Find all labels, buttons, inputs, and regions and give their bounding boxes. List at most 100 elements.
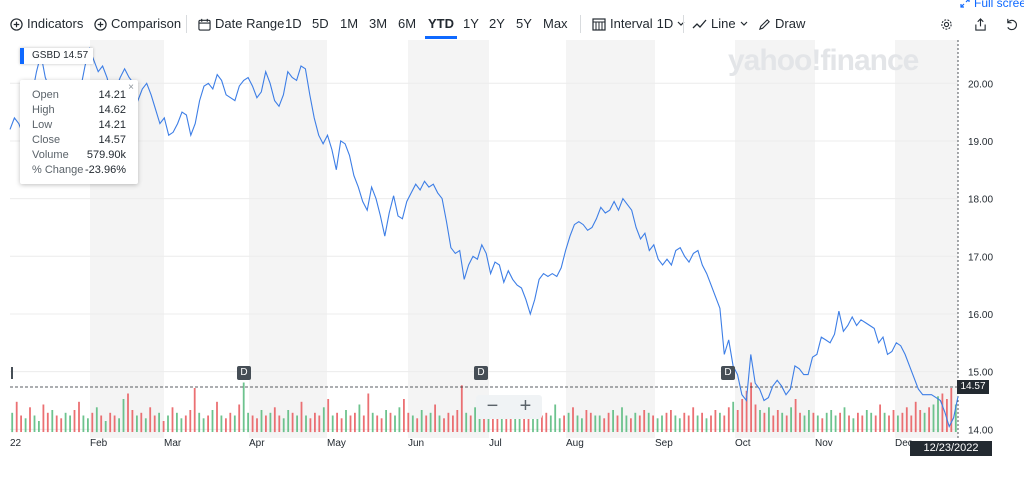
- volume-bar: [674, 415, 677, 432]
- price-chart[interactable]: 14.00 15.00 16.00 17.00 18.00 19.00 20.00 22 Fe…: [0, 40, 1024, 478]
- volume-bar: [220, 415, 223, 432]
- volume-bar: [505, 412, 508, 433]
- volume-bar: [291, 412, 294, 433]
- chart-type-label: Line: [711, 16, 736, 31]
- volume-bar: [64, 412, 67, 433]
- volume-bar: [122, 399, 125, 432]
- fullscreen-button[interactable]: Full scree: [960, 0, 1024, 10]
- tooltip-label: Low: [32, 119, 53, 131]
- volume-bar: [776, 410, 779, 432]
- dividend-marker[interactable]: D: [721, 366, 735, 380]
- x-tick-label: Nov: [815, 438, 833, 449]
- volume-bar: [852, 418, 855, 433]
- volume-bar: [136, 415, 138, 432]
- range-1m[interactable]: 1M: [340, 16, 359, 31]
- share-icon[interactable]: [974, 18, 987, 31]
- volume-bar: [848, 415, 850, 432]
- interval-dropdown[interactable]: Interval 1D: [592, 15, 685, 33]
- zoom-in-button[interactable]: +: [519, 395, 532, 417]
- indicators-button[interactable]: Indicators: [10, 15, 83, 33]
- range-3m[interactable]: 3M: [369, 16, 388, 31]
- volume-bar: [727, 407, 730, 433]
- volume-bar: [803, 415, 806, 432]
- volume-bar: [607, 412, 610, 433]
- volume-bar: [772, 415, 775, 432]
- tooltip-row-open: Open 14.21: [32, 89, 126, 104]
- volume-bar: [362, 415, 365, 432]
- tooltip-value: 14.62: [98, 104, 126, 116]
- dividend-marker[interactable]: D: [474, 366, 488, 380]
- volume-bar: [865, 410, 868, 432]
- dividend-marker[interactable]: D: [237, 366, 251, 380]
- plus-circle-icon: [94, 17, 107, 31]
- comparison-button[interactable]: Comparison: [94, 15, 181, 33]
- volume-bar: [830, 410, 833, 432]
- volume-bar: [825, 412, 828, 433]
- undo-icon[interactable]: [1005, 18, 1018, 31]
- volume-bar: [60, 418, 63, 433]
- volume-bar: [113, 415, 116, 432]
- volume-bar: [656, 418, 659, 433]
- toolbar-divider: [580, 15, 581, 33]
- volume-bar: [496, 415, 499, 432]
- range-6m[interactable]: 6M: [398, 16, 417, 31]
- line-chart-icon: [692, 19, 707, 29]
- volume-bar: [937, 396, 939, 433]
- x-tick-label: Mar: [164, 438, 182, 449]
- range-1y[interactable]: 1Y: [463, 16, 479, 31]
- range-ytd[interactable]: YTD: [425, 16, 457, 39]
- close-icon[interactable]: ×: [128, 82, 134, 93]
- volume-bar: [928, 407, 930, 433]
- volume-bar: [345, 410, 347, 432]
- range-max[interactable]: Max: [543, 16, 568, 31]
- volume-bar: [69, 415, 71, 432]
- volume-bar: [420, 410, 423, 432]
- volume-bar: [233, 415, 236, 432]
- date-range-button[interactable]: Date Range: [198, 15, 284, 33]
- volume-bar: [532, 418, 534, 433]
- volume-bar: [265, 415, 267, 432]
- tooltip-row-close: Close 14.57: [32, 134, 126, 149]
- range-5d[interactable]: 5D: [312, 16, 329, 31]
- month-band: [895, 40, 958, 438]
- volume-bar: [892, 410, 895, 432]
- volume-bar: [696, 415, 699, 432]
- volume-bar: [625, 415, 628, 432]
- ohlc-tooltip: × Open 14.21 High 14.62 Low 14.21 Close 14.5…: [20, 80, 138, 184]
- volume-bar: [296, 415, 298, 432]
- volume-bar: [857, 412, 859, 433]
- volume-bar: [843, 407, 846, 433]
- interval-value: 1D: [656, 16, 674, 31]
- range-5y[interactable]: 5Y: [516, 16, 532, 31]
- y-tick-label: 15.00: [968, 368, 993, 379]
- comparison-label: Comparison: [111, 16, 182, 31]
- volume-bar: [687, 415, 690, 432]
- volume-bar: [131, 410, 134, 432]
- volume-bar: [834, 415, 837, 432]
- expand-icon: [960, 0, 970, 8]
- volume-bar: [723, 415, 726, 432]
- zoom-out-button[interactable]: −: [486, 395, 499, 417]
- volume-bar: [380, 418, 383, 433]
- volume-bar: [20, 415, 22, 432]
- chart-type-dropdown[interactable]: Line: [692, 15, 748, 33]
- volume-bar: [447, 412, 450, 433]
- volume-bar: [55, 415, 58, 432]
- volume-bar: [839, 412, 841, 433]
- volume-bar: [456, 410, 459, 432]
- volume-bar: [794, 399, 797, 432]
- gear-icon[interactable]: [940, 18, 953, 31]
- y-tick-label: 14.00: [968, 425, 993, 436]
- volume-bar: [465, 412, 468, 433]
- volume-bar: [879, 404, 881, 432]
- x-tick-label: May: [327, 438, 346, 449]
- draw-button[interactable]: Draw: [758, 15, 805, 33]
- volume-bar: [15, 401, 18, 433]
- volume-bar: [46, 412, 49, 433]
- volume-bar: [483, 418, 485, 433]
- volume-bar: [216, 401, 218, 433]
- range-1d[interactable]: 1D: [285, 16, 302, 31]
- range-2y[interactable]: 2Y: [489, 16, 505, 31]
- volume-bar: [670, 410, 672, 432]
- tooltip-value: 579.90k: [86, 149, 126, 161]
